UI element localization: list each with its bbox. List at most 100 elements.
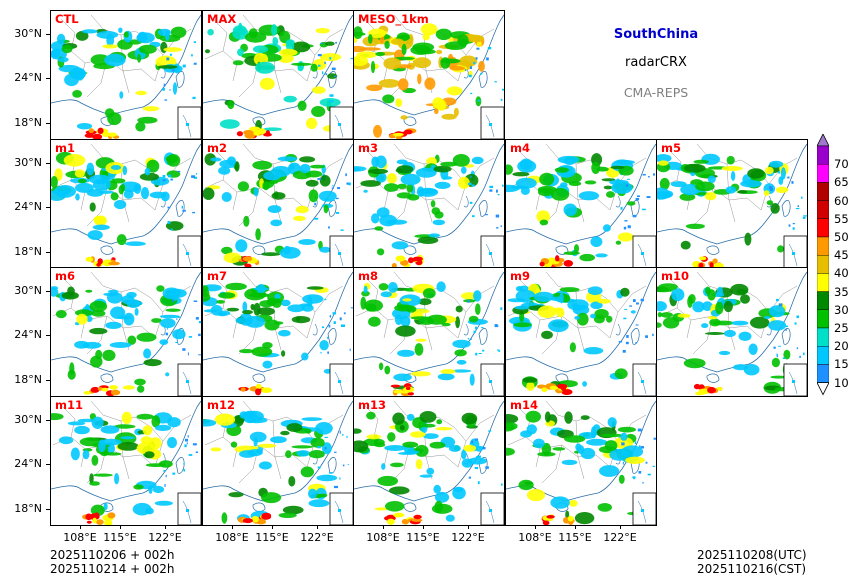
lat-tick-label: 30°N: [14, 156, 42, 169]
lat-tick-label: 24°N: [14, 200, 42, 213]
colorbar-segment: [817, 236, 829, 256]
lat-tick-label: 18°N: [14, 373, 42, 386]
colorbar-level-label: 60: [834, 193, 849, 208]
panel-label: m9: [510, 269, 530, 283]
radar-map: [203, 271, 353, 396]
panel-label: m11: [55, 398, 83, 412]
radar-map: [51, 143, 201, 268]
colorbar-segment: [817, 291, 829, 311]
lon-tick-label: 122°E: [603, 531, 637, 544]
panel-label: CTL: [55, 12, 79, 26]
panel-label: m13: [358, 398, 386, 412]
lat-tick-mark: [46, 123, 50, 124]
panel-label: m4: [510, 141, 530, 155]
lat-tick-mark: [46, 335, 50, 336]
colorbar-level-label: 10: [834, 375, 849, 390]
map-panel-m2: m2: [202, 139, 354, 269]
colorbar-level-label: 65: [834, 175, 849, 190]
valid-time-utc: 2025110208(UTC): [697, 548, 807, 562]
lat-tick-label: 18°N: [14, 502, 42, 515]
lon-tick-mark: [620, 525, 621, 529]
lon-tick-label: 108°E: [518, 531, 552, 544]
colorbar-level-label: 70: [834, 157, 849, 172]
radar-map: [506, 271, 656, 396]
radar-map: [506, 143, 656, 268]
lat-tick-label: 30°N: [14, 27, 42, 40]
init-time-cst: 2025110214 + 002h: [50, 562, 175, 576]
lat-tick-label: 30°N: [14, 284, 42, 297]
panel-label: m6: [55, 269, 75, 283]
lon-tick-label: 122°E: [300, 531, 334, 544]
colorbar-segment: [817, 200, 829, 219]
map-panel-m10: m10: [656, 267, 808, 397]
lat-tick-label: 30°N: [14, 413, 42, 426]
map-panel-m11: m11: [50, 396, 202, 526]
colorbar-level-label: 30: [834, 302, 849, 317]
lat-tick-label: 18°N: [14, 245, 42, 258]
colorbar-level-label: 55: [834, 211, 849, 226]
lon-tick-label: 108°E: [366, 531, 400, 544]
lat-tick-mark: [46, 207, 50, 208]
init-time-utc: 2025110206 + 002h: [50, 548, 175, 562]
map-panel-max: MAX: [202, 10, 354, 140]
map-panel-m3: m3: [353, 139, 505, 269]
colorbar-level-label: 40: [834, 266, 849, 281]
map-panel-m14: m14: [505, 396, 657, 526]
colorbar-segment: [817, 254, 829, 274]
lon-tick-label: 122°E: [451, 531, 485, 544]
map-panel-m8: m8: [353, 267, 505, 397]
panel-label: m12: [207, 398, 235, 412]
lon-tick-label: 115°E: [255, 531, 289, 544]
colorbar-segment: [817, 273, 829, 292]
radar-map: [203, 400, 353, 525]
radar-map: [354, 14, 504, 139]
panel-label: m3: [358, 141, 378, 155]
lat-tick-mark: [46, 163, 50, 164]
map-panel-m9: m9: [505, 267, 657, 397]
radar-map: [354, 143, 504, 268]
map-panel-m12: m12: [202, 396, 354, 526]
map-panel-ctl: CTL: [50, 10, 202, 140]
variable-title: radarCRX: [625, 55, 687, 70]
colorbar-level-label: 45: [834, 248, 849, 263]
valid-time-cst: 2025110216(CST): [697, 562, 807, 576]
map-panel-m4: m4: [505, 139, 657, 269]
lon-tick-mark: [423, 525, 424, 529]
lat-tick-mark: [46, 509, 50, 510]
lon-tick-mark: [575, 525, 576, 529]
system-title: CMA-REPS: [623, 85, 689, 100]
panel-label: m10: [661, 269, 689, 283]
colorbar-segment: [817, 145, 829, 165]
lat-tick-mark: [46, 252, 50, 253]
colorbar-segment: [817, 345, 829, 365]
lon-tick-mark: [383, 525, 384, 529]
lon-tick-mark: [80, 525, 81, 529]
lat-tick-mark: [46, 380, 50, 381]
colorbar-upper-extend: [817, 134, 829, 147]
lat-tick-mark: [46, 34, 50, 35]
lon-tick-label: 122°E: [148, 531, 182, 544]
radar-map: [354, 271, 504, 396]
colorbar-segment: [817, 309, 829, 329]
lon-tick-mark: [165, 525, 166, 529]
panel-label: m7: [207, 269, 227, 283]
map-panel-m1: m1: [50, 139, 202, 269]
radar-map: [203, 143, 353, 268]
panel-label: m2: [207, 141, 227, 155]
radar-map: [51, 400, 201, 525]
panel-label: m8: [358, 269, 378, 283]
lon-tick-mark: [232, 525, 233, 529]
lat-tick-mark: [46, 464, 50, 465]
colorbar-segment: [817, 164, 829, 183]
radar-map: [657, 271, 807, 396]
map-panel-meso-1km: MESO_1km: [353, 10, 505, 140]
lon-tick-mark: [535, 525, 536, 529]
colorbar-segment: [817, 182, 829, 201]
colorbar-segment: [817, 327, 829, 347]
radar-map: [506, 400, 656, 525]
lat-tick-label: 24°N: [14, 328, 42, 341]
lon-tick-label: 115°E: [558, 531, 592, 544]
colorbar-segment: [817, 218, 829, 238]
colorbar-level-label: 25: [834, 320, 849, 335]
region-title: SouthChina: [613, 27, 699, 42]
